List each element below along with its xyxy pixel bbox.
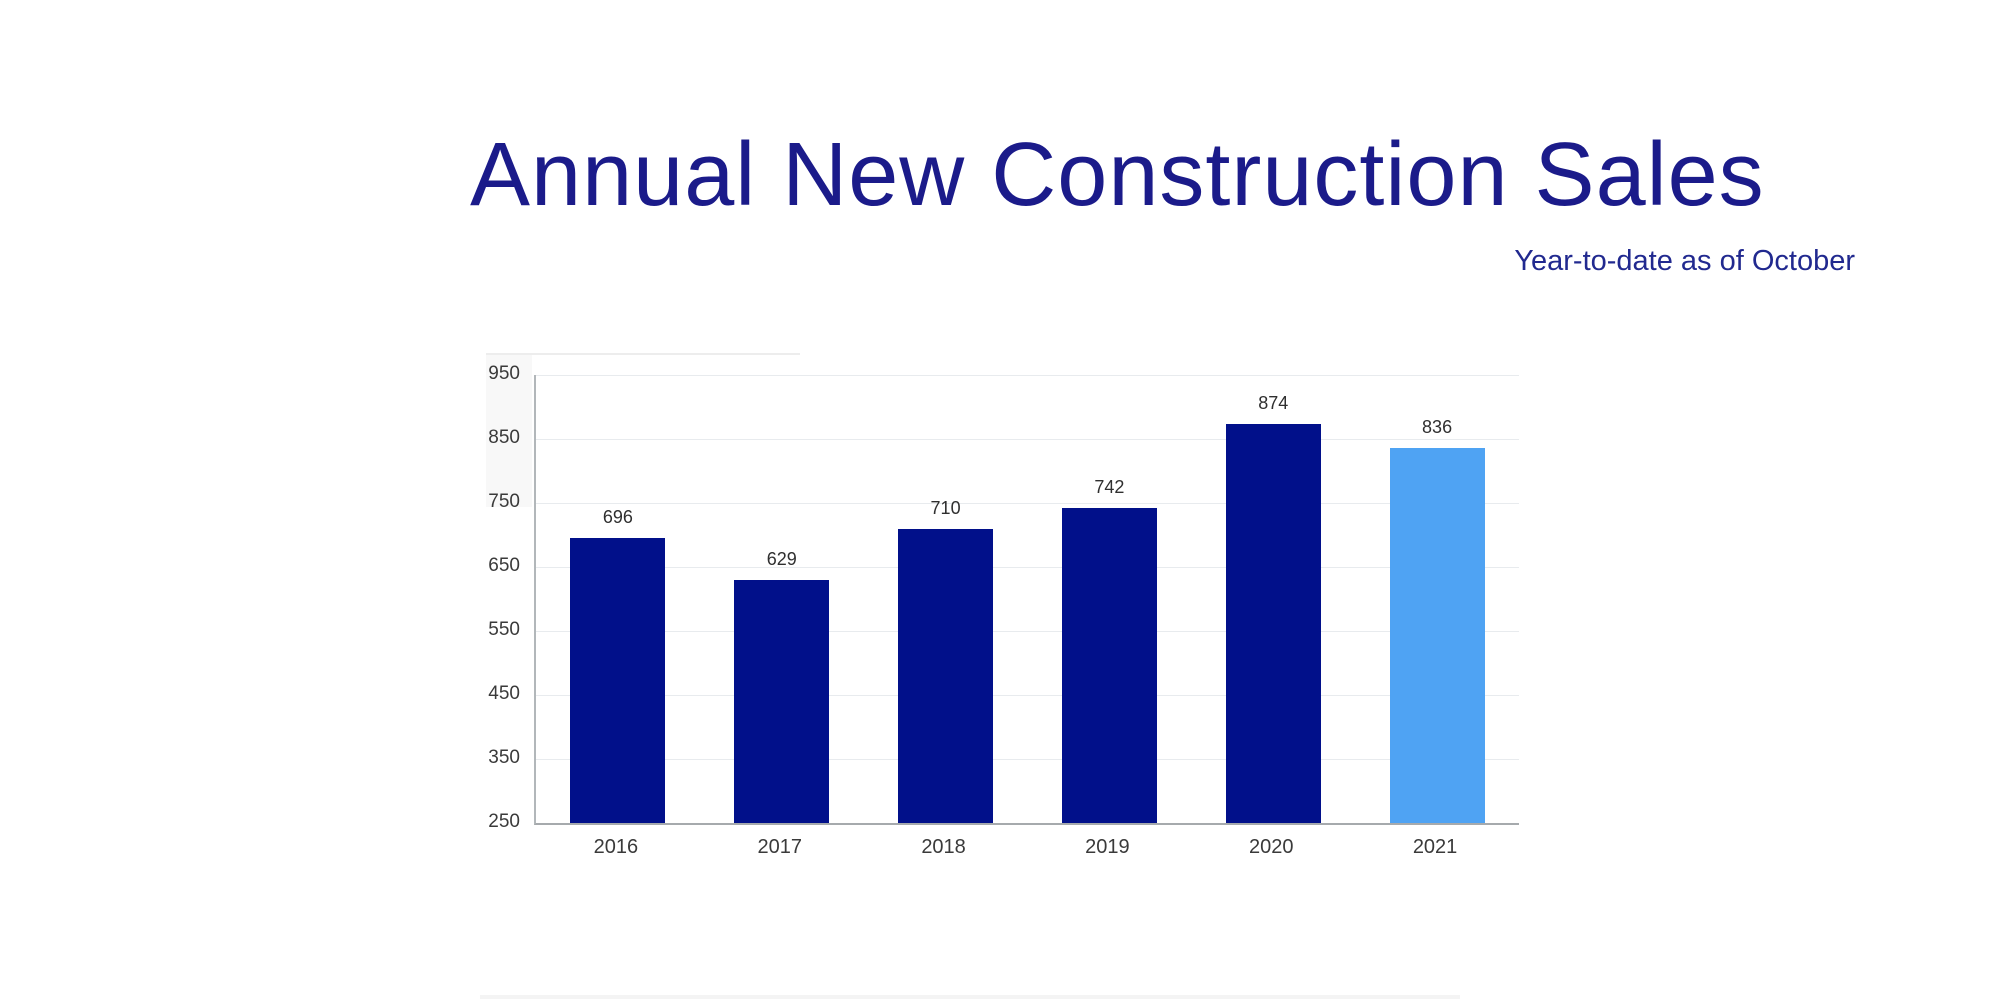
bar-2020 bbox=[1225, 423, 1321, 823]
bar-2018 bbox=[898, 528, 994, 823]
y-axis-tick-550: 550 bbox=[488, 619, 520, 640]
bar-2019 bbox=[1061, 508, 1157, 823]
screenshot-artifact-top-line bbox=[486, 353, 800, 355]
y-axis-tick-850: 850 bbox=[488, 427, 520, 448]
bar-value-label-2019: 742 bbox=[1094, 477, 1125, 498]
screenshot-artifact-left-tint bbox=[486, 355, 532, 507]
bar-2017 bbox=[734, 580, 830, 823]
x-axis-label-2016: 2016 bbox=[593, 836, 639, 858]
y-axis-tick-350: 350 bbox=[488, 747, 520, 768]
gridline-550 bbox=[536, 630, 1519, 632]
x-axis-label-2021: 2021 bbox=[1412, 836, 1458, 858]
gridline-850 bbox=[536, 438, 1519, 440]
chart-subtitle: Year-to-date as of October bbox=[1514, 245, 1855, 277]
y-axis-tick-750: 750 bbox=[488, 491, 520, 512]
bar-2021 bbox=[1389, 447, 1485, 823]
x-axis-label-2019: 2019 bbox=[1085, 836, 1130, 858]
bar-value-label-2016: 696 bbox=[602, 506, 633, 527]
chart-title: Annual New Construction Sales bbox=[470, 125, 1765, 225]
y-axis-tick-250: 250 bbox=[488, 811, 520, 832]
x-axis-label-2020: 2020 bbox=[1248, 836, 1294, 858]
x-axis-label-2017: 2017 bbox=[757, 836, 802, 858]
x-axis-label-2018: 2018 bbox=[921, 836, 966, 858]
y-axis-tick-950: 950 bbox=[488, 363, 520, 384]
gridline-450 bbox=[536, 694, 1519, 696]
bar-value-label-2018: 710 bbox=[930, 497, 961, 518]
gridline-650 bbox=[536, 566, 1519, 568]
screenshot-artifact-bottom-strip bbox=[480, 995, 1460, 999]
plot-area: 696 629 710 742 874 836 bbox=[534, 374, 1519, 825]
y-axis-tick-650: 650 bbox=[488, 555, 520, 576]
gridline-950 bbox=[536, 374, 1519, 376]
bar-value-label-2017: 629 bbox=[766, 549, 797, 570]
y-axis-tick-450: 450 bbox=[488, 683, 520, 704]
bar-value-label-2021: 836 bbox=[1422, 416, 1453, 437]
bar-2016 bbox=[570, 537, 666, 823]
bar-value-label-2020: 874 bbox=[1258, 392, 1289, 413]
gridline-350 bbox=[536, 758, 1519, 760]
gridline-750 bbox=[536, 502, 1519, 504]
